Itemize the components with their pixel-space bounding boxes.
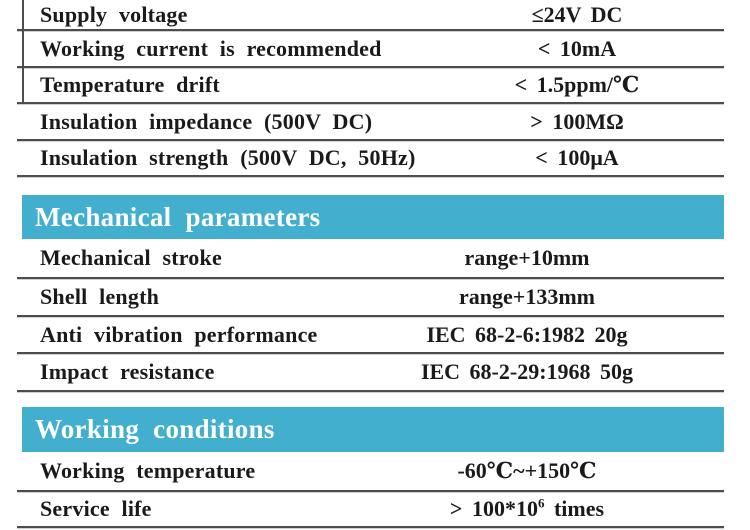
spec-label: Anti vibration performance [40,321,318,347]
spec-value: range+133mm [459,284,595,309]
spec-row-service-life: Service life > 100*106 times [17,492,724,528]
spec-value: IEC 68-2-6:1982 20g [426,321,628,347]
spec-value: > 100MΩ [530,108,624,134]
spec-row-insulation-strength: Insulation strength (500V DC, 50Hz) < 10… [17,141,724,177]
spec-value: -60℃~+150℃ [457,458,597,483]
spec-value: > 100*106 times [330,496,724,522]
spec-label: Insulation strength (500V DC, 50Hz) [40,145,416,170]
spec-value: range+10mm [464,245,590,270]
spec-label: Working temperature [40,458,256,483]
section-title: Working conditions [35,414,275,444]
service-life-exponent: 6 [537,495,545,511]
spec-row-working-current: Working current is recommended < 10mA [17,31,724,68]
spec-label: Working current is recommended [40,35,382,61]
service-life-value-main: > 100*10 [449,496,538,521]
spec-value: IEC 68-2-29:1968 50g [420,359,634,384]
spec-value: < 10mA [537,35,617,61]
spec-label: Insulation impedance (500V DC) [40,108,373,134]
spec-label: Supply voltage [40,1,188,27]
mechanical-spec-table: Mechanical stroke range+10mm Shell lengt… [17,239,724,392]
spec-label: Temperature drift [40,72,220,97]
spec-row-impact-resistance: Impact resistance IEC 68-2-29:1968 50g [17,354,724,392]
spec-row-mechanical-stroke: Mechanical stroke range+10mm [17,239,724,279]
electrical-spec-table: Supply voltage ≤24V DC Working current i… [17,0,724,177]
working-conditions-table: Working temperature -60℃~+150℃ Service l… [17,452,724,528]
section-title: Mechanical parameters [35,201,321,232]
spec-label: Mechanical stroke [40,245,222,270]
spec-row-supply-voltage: Supply voltage ≤24V DC [17,0,724,31]
spec-value: < 100μA [535,145,619,170]
spec-label: Service life [40,496,152,521]
spec-row-temperature-drift: Temperature drift < 1.5ppm/℃ [17,68,724,104]
service-life-value-suffix: times [544,496,605,521]
spec-value: ≤24V DC [531,1,623,27]
spec-row-anti-vibration: Anti vibration performance IEC 68-2-6:19… [17,317,724,354]
spec-row-working-temperature: Working temperature -60℃~+150℃ [17,452,724,492]
spec-label: Impact resistance [40,359,215,384]
spec-row-shell-length: Shell length range+133mm [17,279,724,317]
spec-value: < 1.5ppm/℃ [514,72,640,97]
section-header-mechanical-parameters: Mechanical parameters [22,195,724,239]
table-left-border [22,0,24,104]
section-header-working-conditions: Working conditions [22,407,724,452]
spec-label: Shell length [40,284,160,309]
spec-row-insulation-impedance: Insulation impedance (500V DC) > 100MΩ [17,104,724,141]
